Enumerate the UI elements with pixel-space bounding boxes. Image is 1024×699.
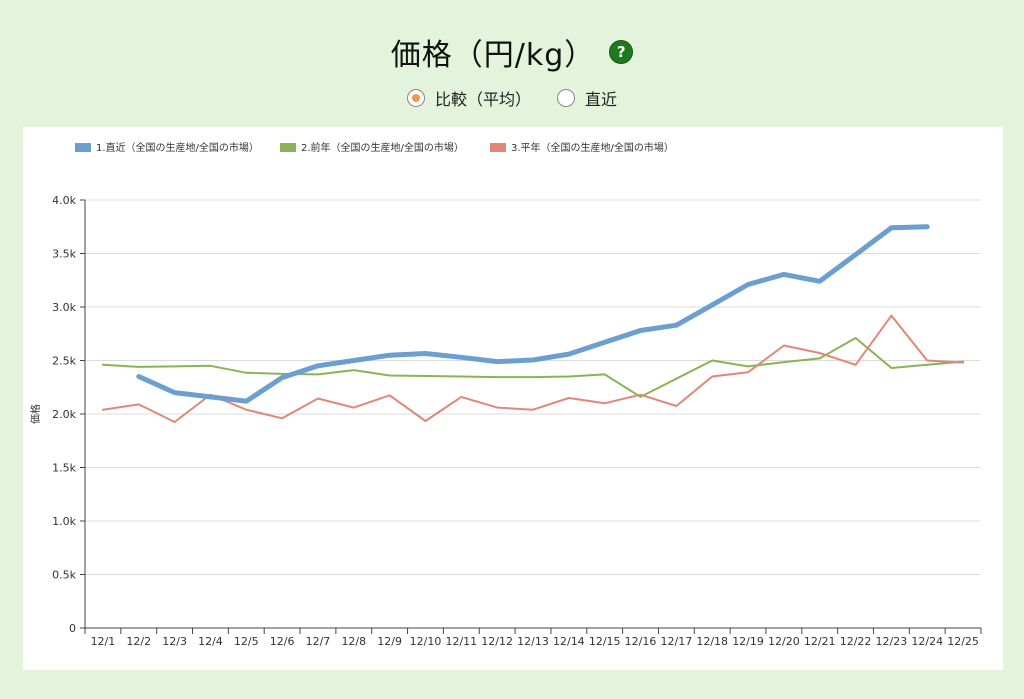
- x-tick-label: 12/2: [126, 635, 151, 648]
- x-tick-label: 12/18: [696, 635, 728, 648]
- x-tick-label: 12/15: [589, 635, 621, 648]
- x-tick-label: 12/24: [911, 635, 943, 648]
- x-tick-label: 12/17: [661, 635, 693, 648]
- chart-panel: 0 0.5k 1.0k 1.5k 2.0k 2.5k 3.0k 3.5k 4.0k 12/1 12/…: [23, 127, 1003, 670]
- y-tick-label: 3.0k: [52, 301, 76, 314]
- x-tick-label: 12/8: [341, 635, 366, 648]
- x-tick-label: 12/1: [91, 635, 116, 648]
- series-line-1: [136, 224, 930, 404]
- comparison-mode-selector: 比較（平均） 直近: [0, 86, 1024, 110]
- radio-option-compare-average[interactable]: 比較（平均）: [406, 86, 531, 110]
- x-tick-label: 12/20: [768, 635, 800, 648]
- legend-label-3: 3.平年（全国の生産地/全国の市場）: [511, 141, 674, 154]
- x-tick-label: 12/25: [947, 635, 979, 648]
- y-tick-label: 0.5k: [52, 569, 76, 582]
- x-tick-label: 12/13: [517, 635, 549, 648]
- x-tick-label: 12/4: [198, 635, 223, 648]
- y-axis-label: 価格: [29, 404, 42, 424]
- x-tick-label: 12/10: [410, 635, 442, 648]
- x-tick-label: 12/22: [840, 635, 872, 648]
- radio-label-compare-average: 比較（平均）: [434, 90, 531, 109]
- legend-swatch-1: [75, 143, 91, 152]
- legend-label-1: 1.直近（全国の生産地/全国の市場）: [96, 141, 259, 154]
- series-line-3: [101, 314, 965, 423]
- legend-label-2: 2.前年（全国の生産地/全国の市場）: [301, 141, 464, 154]
- series-line-2: [101, 337, 965, 398]
- legend-swatch-2: [280, 143, 296, 152]
- x-tick-label: 12/21: [804, 635, 836, 648]
- x-tick-label: 12/5: [234, 635, 259, 648]
- x-tick-label: 12/7: [306, 635, 331, 648]
- x-tick-label: 12/3: [162, 635, 187, 648]
- x-tick-label: 12/19: [732, 635, 764, 648]
- price-line-chart: 0 0.5k 1.0k 1.5k 2.0k 2.5k 3.0k 3.5k 4.0k 12/1 12/…: [29, 141, 982, 648]
- radio-button-recent[interactable]: [557, 89, 575, 107]
- y-tick-label: 2.5k: [52, 355, 76, 368]
- x-tick-label: 12/16: [625, 635, 657, 648]
- y-tick-label: 4.0k: [52, 194, 76, 207]
- radio-option-recent[interactable]: 直近: [557, 86, 617, 110]
- radio-button-compare-average[interactable]: [406, 89, 425, 107]
- title-row: 価格（円/kg） ?: [0, 30, 1024, 74]
- y-tick-label: 2.0k: [52, 408, 76, 421]
- x-tick-label: 12/11: [445, 635, 477, 648]
- chart-title: 価格（円/kg）: [390, 38, 596, 73]
- y-tick-label: 1.5k: [52, 462, 76, 475]
- legend-swatch-3: [490, 143, 506, 152]
- x-tick-label: 12/12: [481, 635, 513, 648]
- x-tick-label: 12/9: [377, 635, 402, 648]
- radio-selected-dot: [411, 94, 420, 102]
- x-tick-label: 12/6: [270, 635, 295, 648]
- radio-label-recent: 直近: [585, 90, 618, 109]
- x-tick-label: 12/14: [553, 635, 585, 648]
- y-tick-label: 3.5k: [52, 248, 76, 261]
- x-tick-label: 12/23: [876, 635, 908, 648]
- y-tick-label: 0: [69, 622, 76, 635]
- chart-header: 価格（円/kg） ? 比較（平均） 直近: [0, 0, 1024, 125]
- question-icon[interactable]: ?: [609, 40, 634, 64]
- y-tick-label: 1.0k: [52, 515, 76, 528]
